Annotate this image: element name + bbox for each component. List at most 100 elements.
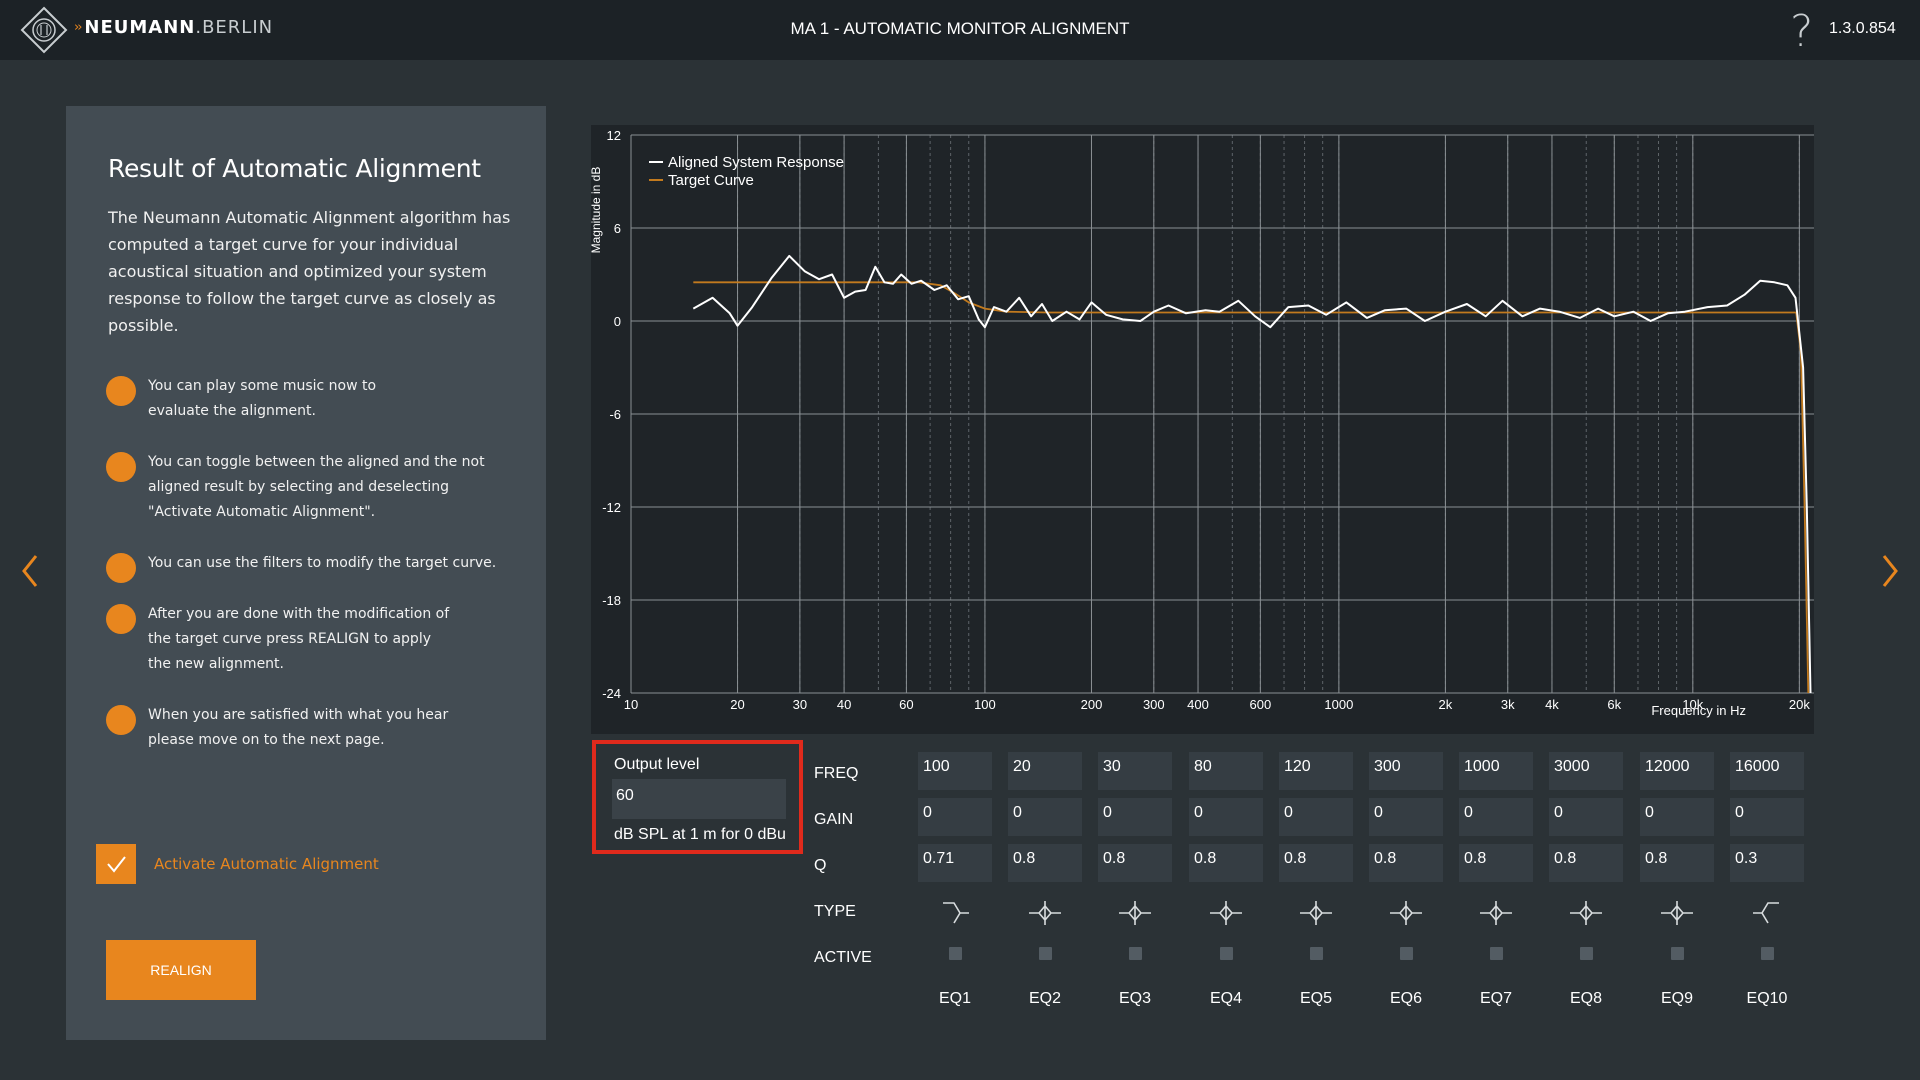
step-bullet-icon (106, 553, 136, 583)
y-tick-label: 6 (614, 221, 621, 236)
peak-filter-icon[interactable] (1476, 898, 1516, 928)
eq-freq-field[interactable]: 12000 (1640, 752, 1714, 790)
peak-filter-icon[interactable] (1025, 898, 1065, 928)
eq-q-field[interactable]: 0.8 (1189, 844, 1263, 882)
y-tick-label: -6 (609, 407, 621, 422)
frequency-response-chart: 10 20 30 40 60 100 200 300 400 600 1000 2k 3k 4k 6k 10k… (591, 125, 1814, 734)
eq-band-label: EQ6 (1389, 990, 1422, 1007)
peak-filter-icon[interactable] (1206, 898, 1246, 928)
eq-active-checkbox[interactable] (1761, 947, 1774, 960)
eq-gain-field[interactable]: 0 (1369, 798, 1443, 836)
aligned-response-line (692, 254, 1812, 694)
eq-freq-field[interactable]: 80 (1189, 752, 1263, 790)
peak-filter-icon[interactable] (1115, 898, 1155, 928)
eq-freq-field[interactable]: 120 (1279, 752, 1353, 790)
y-tick-label: -24 (602, 686, 621, 701)
realign-button[interactable]: REALIGN (106, 940, 256, 1000)
eq-band-label: EQ1 (938, 990, 971, 1007)
brand-bold: NEUMANN (84, 17, 196, 38)
eq-band-label: EQ9 (1660, 990, 1693, 1007)
peak-filter-icon[interactable] (1386, 898, 1426, 928)
eq-freq-field[interactable]: 16000 (1730, 752, 1804, 790)
next-page-arrow-icon[interactable] (1880, 553, 1900, 589)
brand-wordmark: ›› NEUMANN .BERLIN (74, 17, 273, 38)
x-tick-label: 3k (1501, 697, 1515, 712)
eq-active-checkbox[interactable] (1671, 947, 1684, 960)
eq-gain-field[interactable]: 0 (1640, 798, 1714, 836)
x-tick-label: 60 (899, 697, 913, 712)
eq-freq-field[interactable]: 20 (1008, 752, 1082, 790)
x-axis-title: Frequency in Hz (1651, 703, 1746, 718)
eq-freq-field[interactable]: 3000 (1549, 752, 1623, 790)
eq-active-checkbox[interactable] (949, 947, 962, 960)
activate-alignment-toggle[interactable]: Activate Automatic Alignment (96, 844, 379, 884)
activate-alignment-label[interactable]: Activate Automatic Alignment (154, 855, 379, 873)
previous-page-arrow-icon[interactable] (20, 553, 40, 589)
x-tick-label: 20 (730, 697, 744, 712)
y-axis-title: Magnitude in dB (591, 167, 603, 254)
eq-freq-field[interactable]: 300 (1369, 752, 1443, 790)
eq-active-checkbox[interactable] (1129, 947, 1142, 960)
legend-label: Target Curve (668, 172, 754, 189)
help-icon[interactable]: ? (1790, 6, 1814, 57)
eq-active-checkbox[interactable] (1400, 947, 1413, 960)
x-tick-label: 10k (1682, 697, 1703, 712)
eq-q-field[interactable]: 0.8 (1279, 844, 1353, 882)
eq-gain-field[interactable]: 0 (1189, 798, 1263, 836)
eq-band-label: EQ3 (1118, 990, 1151, 1007)
step-bullet-icon (106, 604, 136, 634)
step-item: When you are satisfied with what you hea… (106, 703, 488, 753)
peak-filter-icon[interactable] (1657, 898, 1697, 928)
eq-q-field[interactable]: 0.8 (1098, 844, 1172, 882)
step-item: You can use the filters to modify the ta… (106, 551, 498, 583)
eq-gain-field[interactable]: 0 (1459, 798, 1533, 836)
eq-band-label: EQ7 (1479, 990, 1512, 1007)
peak-filter-icon[interactable] (1566, 898, 1606, 928)
eq-active-checkbox[interactable] (1310, 947, 1323, 960)
eq-gain-field[interactable]: 0 (1279, 798, 1353, 836)
eq-gain-field[interactable]: 0 (1008, 798, 1082, 836)
x-tick-label: 10 (624, 697, 638, 712)
x-tick-label: 4k (1545, 697, 1559, 712)
eq-freq-field[interactable]: 1000 (1459, 752, 1533, 790)
peak-filter-icon[interactable] (1296, 898, 1336, 928)
y-tick-label: 0 (614, 314, 621, 329)
eq-freq-field[interactable]: 30 (1098, 752, 1172, 790)
eq-q-field[interactable]: 0.8 (1459, 844, 1533, 882)
eq-gain-field[interactable]: 0 (1730, 798, 1804, 836)
x-tick-label: 30 (793, 697, 807, 712)
output-level-field[interactable]: 60 (612, 779, 786, 819)
x-tick-label: 300 (1143, 697, 1165, 712)
checkmark-icon (107, 856, 126, 873)
low-shelf-filter-icon[interactable] (935, 898, 975, 928)
eq-active-checkbox[interactable] (1490, 947, 1503, 960)
y-tick-label: -18 (602, 593, 621, 608)
x-tick-label: 200 (1081, 697, 1103, 712)
target-curve-line (693, 281, 1810, 694)
step-text: When you are satisfied with what you hea… (148, 707, 449, 748)
eq-q-field[interactable]: 0.8 (1369, 844, 1443, 882)
high-shelf-filter-icon[interactable] (1747, 898, 1787, 928)
app-title: MA 1 - AUTOMATIC MONITOR ALIGNMENT (790, 19, 1130, 38)
eq-gain-field[interactable]: 0 (1549, 798, 1623, 836)
eq-active-checkbox[interactable] (1220, 947, 1233, 960)
eq-band-label: EQ2 (1028, 990, 1061, 1007)
eq-active-checkbox[interactable] (1039, 947, 1052, 960)
version-label: 1.3.0.854 (1829, 20, 1896, 37)
eq-active-checkbox[interactable] (1580, 947, 1593, 960)
freq-row-label: FREQ (814, 765, 859, 782)
eq-q-field[interactable]: 0.8 (1008, 844, 1082, 882)
neumann-logo-icon (20, 6, 68, 54)
x-tick-label: 2k (1439, 697, 1453, 712)
eq-q-field[interactable]: 0.71 (918, 844, 992, 882)
activate-alignment-checkbox[interactable] (96, 844, 136, 884)
step-bullet-icon (106, 376, 136, 406)
eq-gain-field[interactable]: 0 (1098, 798, 1172, 836)
eq-q-field[interactable]: 0.8 (1640, 844, 1714, 882)
eq-gain-field[interactable]: 0 (918, 798, 992, 836)
eq-q-field[interactable]: 0.8 (1549, 844, 1623, 882)
eq-q-field[interactable]: 0.3 (1730, 844, 1804, 882)
eq-freq-field[interactable]: 100 (918, 752, 992, 790)
output-level-box: Output level 60 dB SPL at 1 m for 0 dBu (592, 740, 803, 854)
step-item: You can toggle between the aligned and t… (106, 450, 498, 525)
